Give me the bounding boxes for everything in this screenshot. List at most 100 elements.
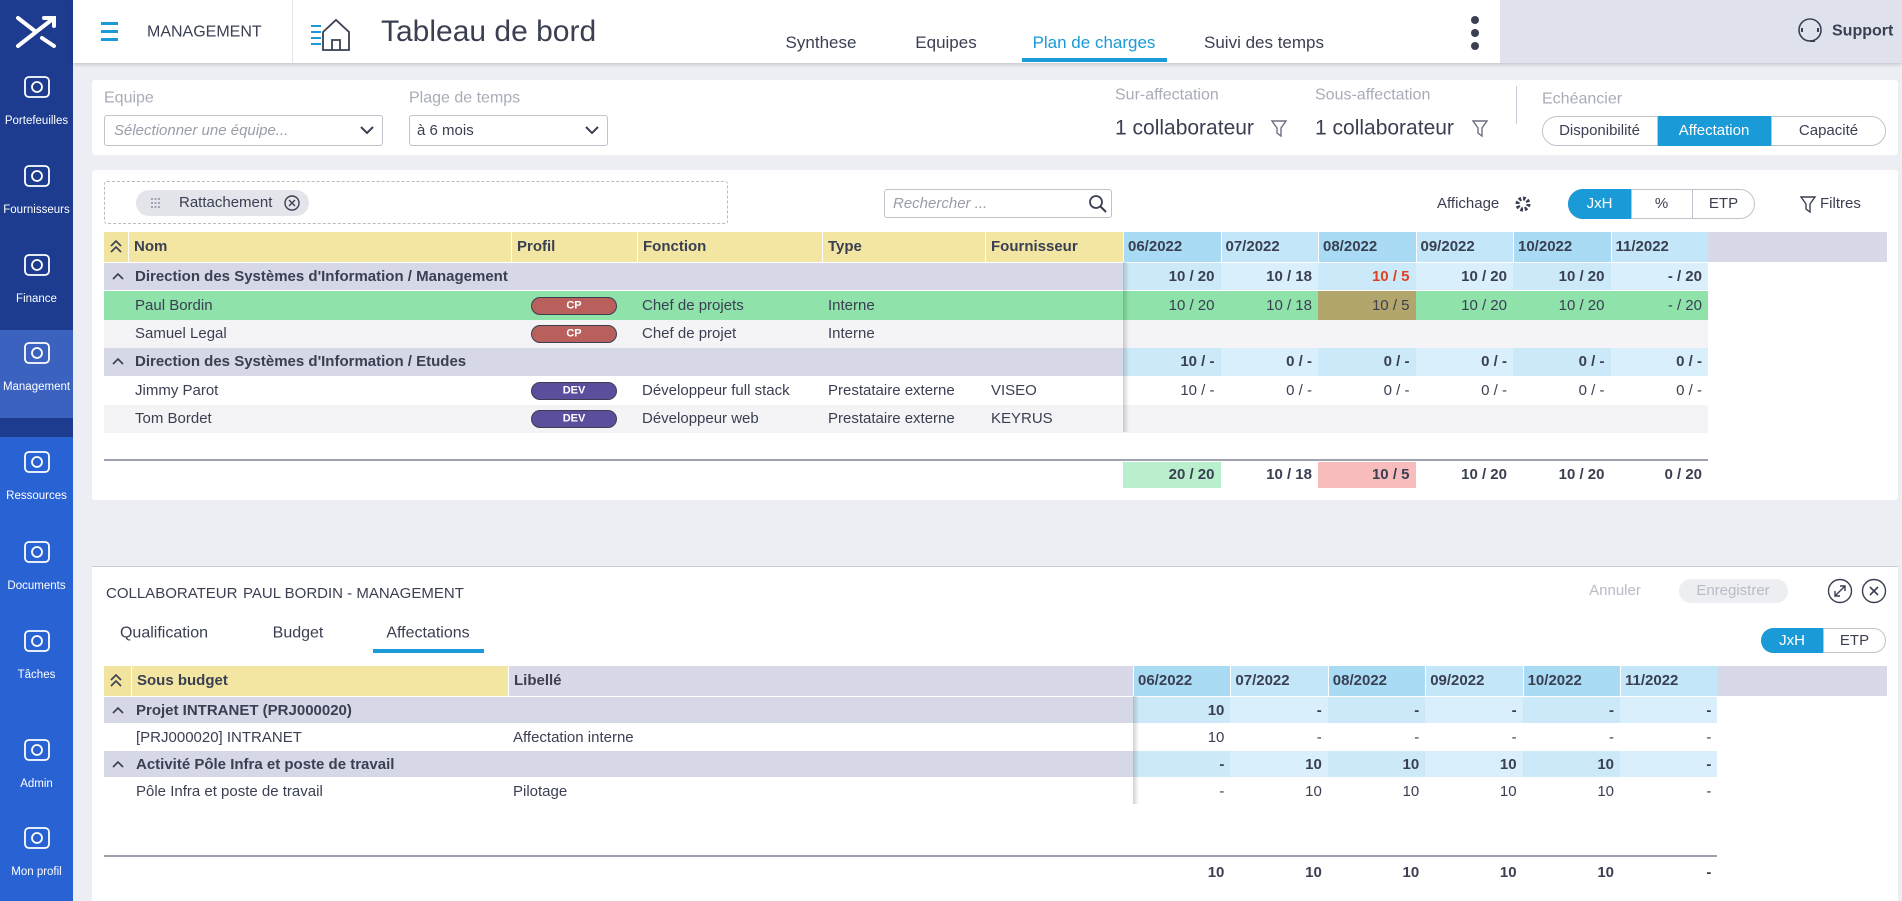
total-value: 10 bbox=[1207, 864, 1225, 881]
month-header bbox=[1610, 232, 1708, 262]
segment[interactable] bbox=[1657, 116, 1771, 146]
detail-tab[interactable]: Budget bbox=[272, 624, 324, 642]
filter-value: 1 collaborateur bbox=[1115, 116, 1254, 140]
month-value: 10 / 5 bbox=[1371, 296, 1410, 314]
filter-label: Echéancier bbox=[1542, 90, 1623, 108]
select-placeholder: Sélectionner une équipe... bbox=[114, 122, 289, 139]
search-box[interactable] bbox=[884, 189, 1112, 218]
select-equipe[interactable] bbox=[104, 115, 383, 146]
group-toggle bbox=[112, 760, 124, 768]
data-row[interactable] bbox=[104, 376, 1708, 405]
cell-nom: Samuel Legal bbox=[135, 325, 227, 342]
month-cell bbox=[1610, 263, 1708, 292]
group-toggle-part bbox=[112, 760, 124, 768]
filters-button[interactable]: Filtres bbox=[1820, 195, 1861, 212]
nav-icon-part bbox=[24, 541, 50, 563]
support-link[interactable]: Support bbox=[1832, 22, 1894, 40]
menu-bar[interactable] bbox=[101, 22, 118, 25]
total-value: 10 / 20 bbox=[1461, 466, 1507, 483]
segment[interactable] bbox=[1823, 628, 1886, 653]
data-row[interactable] bbox=[104, 319, 1708, 349]
nav-label[interactable]: Fournisseurs bbox=[3, 204, 70, 217]
month-cell bbox=[1513, 263, 1611, 292]
menu-bar[interactable] bbox=[101, 30, 118, 33]
segment-label[interactable]: JxH bbox=[1586, 195, 1613, 212]
nav-label[interactable]: Mon profil bbox=[11, 866, 62, 879]
segment[interactable] bbox=[1568, 189, 1631, 219]
detail-name: PAUL BORDIN - MANAGEMENT bbox=[243, 585, 464, 602]
segment-label[interactable]: Disponibilité bbox=[1559, 122, 1640, 139]
segment[interactable] bbox=[1692, 189, 1755, 219]
collapse-all-part bbox=[110, 239, 122, 247]
save-button[interactable] bbox=[1679, 579, 1788, 603]
select-plage[interactable] bbox=[409, 115, 608, 146]
cell-nom: [PRJ000020] INTRANET bbox=[136, 728, 302, 746]
group-toggle bbox=[112, 358, 124, 365]
detail-tab-underline bbox=[373, 649, 484, 653]
month-value: 10 / 20 bbox=[1461, 268, 1507, 286]
segment-label[interactable]: ETP bbox=[1839, 631, 1870, 649]
nav-active bbox=[0, 330, 73, 418]
segment[interactable] bbox=[1631, 189, 1692, 219]
month-header bbox=[1513, 232, 1611, 262]
menu-dot[interactable] bbox=[1471, 42, 1479, 50]
nav-icon bbox=[24, 76, 50, 98]
segment-label[interactable]: Capacité bbox=[1798, 122, 1859, 139]
total-value: 10 bbox=[1402, 864, 1420, 881]
header-filler bbox=[1717, 666, 1887, 696]
chip-label: Rattachement bbox=[179, 194, 273, 211]
detail-tab[interactable]: Qualification bbox=[119, 624, 209, 642]
data-row[interactable] bbox=[104, 778, 1718, 805]
data-row[interactable] bbox=[104, 405, 1708, 434]
segment-label[interactable]: ETP bbox=[1708, 195, 1739, 212]
menu-dot[interactable] bbox=[1471, 29, 1479, 37]
menu-dot[interactable] bbox=[1471, 16, 1479, 24]
nav-label[interactable]: Tâches bbox=[17, 669, 56, 682]
collapse-all bbox=[110, 673, 122, 687]
month-cell bbox=[1318, 348, 1416, 377]
segment[interactable] bbox=[1761, 628, 1823, 653]
chip[interactable] bbox=[136, 190, 309, 216]
month-value: 0 / - bbox=[1578, 353, 1605, 371]
nav-icon bbox=[24, 827, 50, 849]
select-value: à 6 mois bbox=[417, 122, 474, 139]
nav-icon-part bbox=[31, 81, 43, 93]
logo bbox=[16, 16, 56, 48]
segment-label[interactable]: Affectation bbox=[1678, 122, 1750, 139]
month-value: - bbox=[1511, 728, 1517, 746]
segment[interactable] bbox=[1771, 116, 1886, 146]
detail-tab[interactable]: Affectations bbox=[386, 624, 470, 642]
column-header-label: Fonction bbox=[643, 238, 707, 255]
nav-label[interactable]: Management bbox=[2, 381, 71, 394]
select-chevron bbox=[360, 126, 374, 135]
month-cell bbox=[1133, 751, 1231, 778]
month-header bbox=[1230, 666, 1328, 696]
total-value: 10 bbox=[1305, 864, 1322, 881]
group-title: Direction des Systèmes d'Information / M… bbox=[135, 268, 508, 286]
nav-label[interactable]: Admin bbox=[20, 778, 53, 791]
menu-bar[interactable] bbox=[101, 38, 118, 41]
cell-fonction: Développeur web bbox=[642, 410, 759, 428]
month-header bbox=[1620, 666, 1718, 696]
expander-header[interactable] bbox=[104, 666, 131, 696]
nav-icon-part bbox=[24, 451, 50, 473]
nav-label[interactable]: Portefeuilles bbox=[4, 115, 69, 128]
nav-tab[interactable]: Equipes bbox=[915, 32, 977, 52]
nav-tab[interactable]: Plan de charges bbox=[1032, 32, 1156, 52]
cancel-button[interactable]: Annuler bbox=[1589, 582, 1641, 599]
collapse-all-part bbox=[110, 679, 122, 687]
segment-label[interactable]: JxH bbox=[1779, 631, 1805, 649]
month-value: 10 / 20 bbox=[1168, 296, 1215, 314]
nav-label[interactable]: Documents bbox=[7, 580, 66, 593]
select-chevron bbox=[585, 126, 599, 135]
segment-label[interactable]: % bbox=[1654, 195, 1669, 212]
nav-tab[interactable]: Synthese bbox=[785, 32, 857, 52]
nav-tab[interactable]: Suivi des temps bbox=[1204, 32, 1324, 52]
total-value: 0 / 20 bbox=[1664, 466, 1702, 483]
nav-label[interactable]: Finance bbox=[16, 293, 57, 306]
nav-label[interactable]: Ressources bbox=[6, 490, 67, 503]
save-button-label[interactable]: Enregistrer bbox=[1696, 582, 1770, 599]
month-value: - bbox=[1511, 701, 1517, 719]
data-row[interactable] bbox=[104, 724, 1718, 751]
